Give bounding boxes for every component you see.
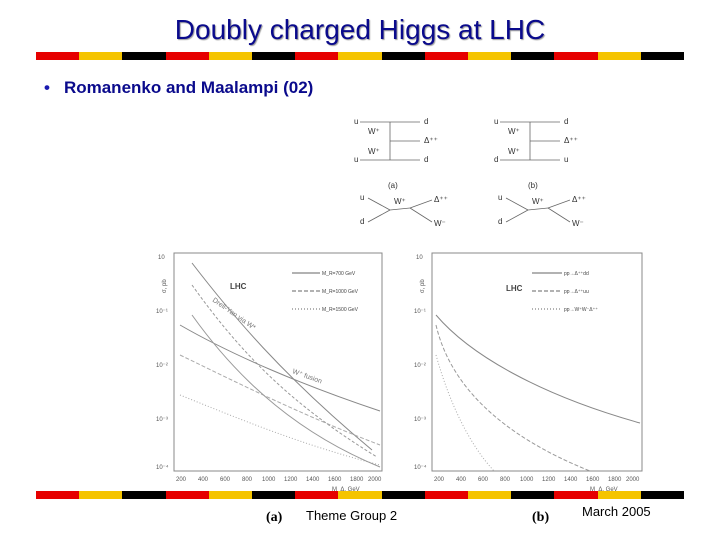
diag-c-w2: W⁻ bbox=[434, 219, 446, 228]
plot-a-curve-drellyan bbox=[191, 262, 373, 451]
plot-b-ylabel: σ, pb bbox=[420, 279, 426, 293]
plot-a-legend-0: M_R=700 GeV bbox=[322, 271, 356, 277]
plot-b-xlabel: M_Δ, GeV bbox=[590, 487, 618, 493]
plot-b-curve-dd bbox=[435, 314, 641, 424]
bullet-text: Romanenko and Maalampi (02) bbox=[63, 78, 314, 97]
plot-b-ytick-4: 10⁻⁴ bbox=[414, 464, 427, 471]
diag-c-w1: W⁺ bbox=[394, 197, 406, 206]
plot-b-curve-uu bbox=[435, 324, 591, 472]
diag-b-delta: Δ⁺⁺ bbox=[564, 136, 578, 145]
diag-a-u2: u bbox=[354, 155, 358, 164]
diag-b-w1: W⁺ bbox=[508, 127, 520, 136]
diag-c-delta: Δ⁺⁺ bbox=[434, 195, 448, 204]
diag-b-d: d bbox=[564, 117, 568, 126]
diag-d-q: u bbox=[498, 193, 502, 202]
plot-a-xtick-0: 200 bbox=[176, 477, 187, 483]
plot-a-ytick-1: 10⁻¹ bbox=[156, 309, 168, 315]
plot-a-lhc: LHC bbox=[230, 282, 247, 291]
plot-b-xtick-6: 1400 bbox=[564, 477, 578, 483]
plot-a-legend-1: M_R=1000 GeV bbox=[322, 289, 359, 295]
plot-a-xtick-7: 1600 bbox=[328, 477, 342, 483]
plot-b-xtick-9: 2000 bbox=[626, 477, 640, 483]
plot-a-xtick-2: 600 bbox=[220, 477, 231, 483]
plot-b-ytick-1: 10⁻¹ bbox=[414, 309, 426, 315]
plot-a-curve-dy-lower bbox=[191, 314, 381, 468]
bottom-stripe bbox=[36, 491, 685, 499]
plot-a-xtick-5: 1200 bbox=[284, 477, 298, 483]
plot-b-ytick-2: 10⁻² bbox=[414, 363, 426, 369]
diag-a-u: u bbox=[354, 117, 358, 126]
diag-d-qbar: d bbox=[498, 217, 502, 226]
plot-b-xtick-1: 400 bbox=[456, 477, 467, 483]
plot-a-xtick-1: 400 bbox=[198, 477, 209, 483]
top-stripe bbox=[36, 52, 685, 60]
diag-b-w2: W⁺ bbox=[508, 147, 520, 156]
diag-caption-a: (a) bbox=[388, 181, 398, 190]
footer-date: March 2005 bbox=[582, 504, 651, 519]
diag-d-w2: W⁻ bbox=[572, 219, 584, 228]
plot-b-label: (b) bbox=[532, 510, 550, 525]
diag-caption-b: (b) bbox=[528, 181, 538, 190]
plot-a-xtick-4: 1000 bbox=[262, 477, 276, 483]
feynman-diagrams: u d W⁺ W⁺ Δ⁺⁺ u d (a) u d W⁺ W⁺ Δ⁺⁺ d u … bbox=[354, 117, 586, 228]
plot-b-xtick-7: 1600 bbox=[586, 477, 600, 483]
plot-b-ytick-0: 10 bbox=[416, 255, 423, 261]
bullet-item: • Romanenko and Maalampi (02) bbox=[44, 78, 313, 98]
diag-d-delta: Δ⁺⁺ bbox=[572, 195, 586, 204]
plot-a-xtick-3: 800 bbox=[242, 477, 253, 483]
plot-a-label: (a) bbox=[266, 510, 283, 525]
plot-a-curve-dy-dashed bbox=[191, 284, 378, 458]
diag-c-q: u bbox=[360, 193, 364, 202]
plot-a: 10 10⁻¹ 10⁻² 10⁻³ 10⁻⁴ σ, pb 200 400 600… bbox=[156, 252, 383, 493]
plot-a-curve-fusion-2 bbox=[179, 354, 381, 446]
footer-center: Theme Group 2 bbox=[306, 508, 398, 523]
plot-b-xtick-5: 1200 bbox=[542, 477, 556, 483]
plot-a-ytick-4: 10⁻⁴ bbox=[156, 464, 169, 471]
plot-a-xtick-6: 1400 bbox=[306, 477, 320, 483]
plot-b-xtick-3: 800 bbox=[500, 477, 511, 483]
plot-b-xtick-0: 200 bbox=[434, 477, 445, 483]
plot-a-xtick-8: 1800 bbox=[350, 477, 364, 483]
plot-a-curve-fusion-1 bbox=[179, 324, 381, 412]
plot-a-curve-fusion-3 bbox=[179, 394, 381, 466]
plot-b-legend-1: pp→Δ⁺⁺uu bbox=[564, 289, 589, 295]
diag-a-w2: W⁺ bbox=[368, 147, 380, 156]
plot-a-xlabel: M_Δ, GeV bbox=[332, 487, 360, 493]
diag-b-u2: u bbox=[564, 155, 568, 164]
plot-b-xtick-8: 1800 bbox=[608, 477, 622, 483]
plot-b-xtick-2: 600 bbox=[478, 477, 489, 483]
plot-b-ytick-3: 10⁻³ bbox=[414, 417, 426, 423]
plot-a-xtick-9: 2000 bbox=[368, 477, 382, 483]
plot-b-lhc: LHC bbox=[506, 284, 523, 293]
diag-a-w1: W⁺ bbox=[368, 127, 380, 136]
plot-a-ylabel: σ, pb bbox=[162, 279, 168, 293]
diag-a-d2: d bbox=[424, 155, 428, 164]
plot-b-legend-2: pp→W⁺W⁻Δ⁺⁺ bbox=[564, 307, 598, 313]
slide-title: Doubly charged Higgs at LHC bbox=[174, 14, 546, 45]
diag-a-delta: Δ⁺⁺ bbox=[424, 136, 438, 145]
plot-a-ytick-3: 10⁻³ bbox=[156, 417, 168, 423]
plot-a-ytick-2: 10⁻² bbox=[156, 363, 168, 369]
diag-a-d: d bbox=[424, 117, 428, 126]
plot-a-legend-2: M_R=1500 GeV bbox=[322, 307, 359, 313]
diag-b-d2: d bbox=[494, 155, 498, 164]
diag-b-u: u bbox=[494, 117, 498, 126]
plot-b-xtick-4: 1000 bbox=[520, 477, 534, 483]
plot-b: 10 10⁻¹ 10⁻² 10⁻³ 10⁻⁴ σ, pb 200 400 600… bbox=[414, 252, 643, 493]
plot-b-legend-0: pp→Δ⁺⁺dd bbox=[564, 271, 589, 277]
bullet-dot: • bbox=[44, 78, 50, 97]
diag-c-qbar: d bbox=[360, 217, 364, 226]
diag-d-w1: W⁺ bbox=[532, 197, 544, 206]
plot-a-ytick-0: 10 bbox=[158, 255, 165, 261]
